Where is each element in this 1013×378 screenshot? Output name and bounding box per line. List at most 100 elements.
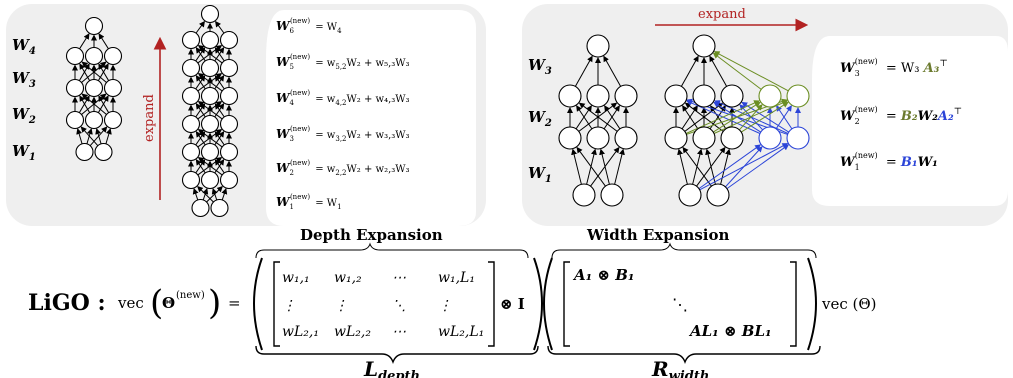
connection	[571, 148, 582, 185]
svg-text:W3: W3	[528, 56, 552, 77]
connection	[197, 101, 223, 120]
connection	[214, 159, 225, 174]
neuron	[65, 78, 85, 98]
connection	[682, 146, 712, 187]
matrix-cell: wL₂,₂	[334, 324, 371, 340]
depth-target-network	[181, 4, 239, 218]
connection	[195, 159, 206, 174]
connection	[197, 45, 223, 64]
neuron	[586, 126, 610, 150]
connection	[76, 128, 83, 144]
neuron	[181, 142, 201, 162]
neuron	[219, 142, 239, 162]
depth-matrix: w₁,₁ w₁,₂ ⋯ w₁,L₁ ⋮ ⋮ ⋱ ⋮ wL₂,₁ wL₂,₂ ⋯ wL₂,L₁	[282, 270, 484, 340]
neuron	[75, 142, 94, 162]
connection	[79, 33, 90, 50]
new-neuron-blue	[786, 126, 810, 150]
depth-formula-box	[266, 10, 476, 226]
svg-text:W2: W2	[12, 105, 36, 126]
connection	[197, 73, 223, 92]
neuron	[586, 34, 610, 58]
connection	[81, 93, 107, 115]
connection	[776, 105, 793, 130]
neuron	[614, 126, 638, 150]
neuron	[558, 84, 582, 108]
neuron	[692, 34, 716, 58]
svg-text:(: (	[150, 283, 163, 323]
equation-lhs: vec ( Θ (new) ) =	[117, 283, 241, 323]
svg-text:Θ: Θ	[162, 294, 175, 312]
matrix-cell: ⋮	[438, 298, 452, 314]
connection	[684, 102, 724, 132]
connection	[211, 188, 218, 201]
connection	[98, 33, 109, 50]
neuron	[94, 142, 113, 162]
matrix-cell: ⋱	[392, 298, 406, 314]
neuron	[200, 86, 220, 106]
neuron	[200, 58, 220, 78]
neuron	[200, 170, 220, 190]
neuron	[586, 84, 610, 108]
connection	[709, 55, 728, 87]
neuron	[200, 142, 220, 162]
matrix-cell: ⋮	[282, 298, 296, 314]
neuron	[219, 114, 239, 134]
connection	[698, 144, 762, 190]
width-layer-labels: W3 W2 W1	[528, 56, 552, 185]
neuron	[678, 183, 702, 207]
svg-text:W2: W2	[528, 108, 552, 129]
connection	[576, 146, 606, 187]
neuron	[181, 170, 201, 190]
connection	[682, 105, 699, 130]
neuron	[181, 58, 201, 78]
connection	[214, 47, 225, 62]
connection	[79, 95, 91, 113]
neuron	[181, 114, 201, 134]
connection	[195, 103, 206, 118]
connection	[215, 20, 225, 34]
connection	[105, 128, 112, 144]
connection	[195, 131, 206, 146]
connection	[214, 131, 225, 146]
matrix-cell: ⋮	[334, 298, 348, 314]
neuron	[219, 58, 239, 78]
ldepth-left-paren	[253, 257, 263, 351]
neuron	[706, 183, 730, 207]
neuron	[692, 84, 716, 108]
neuron	[200, 30, 220, 50]
connection	[192, 188, 199, 201]
connection	[713, 101, 761, 133]
neuron	[219, 86, 239, 106]
neuron	[103, 110, 123, 130]
connection	[599, 148, 610, 185]
neuron	[200, 114, 220, 134]
neuron	[191, 198, 210, 218]
svg-text:): )	[208, 283, 221, 323]
kron-first: A₁ ⊗ B₁	[572, 266, 634, 284]
kron-left-bracket	[563, 261, 570, 347]
connection	[576, 105, 593, 130]
neuron	[558, 126, 582, 150]
connection	[95, 128, 102, 144]
neuron	[65, 46, 85, 66]
rwidth-label: Rwidth	[651, 357, 709, 378]
depth-source-network	[65, 16, 123, 162]
neuron	[664, 84, 688, 108]
connection	[98, 63, 110, 81]
connection	[677, 148, 688, 185]
connection	[214, 75, 225, 90]
connection	[98, 95, 110, 113]
kron-dots: ⋱	[672, 295, 688, 314]
svg-text:W3: W3	[12, 69, 36, 90]
ldepth-label: Ldepth	[363, 357, 420, 378]
connection	[713, 51, 789, 92]
depth-formulas: W6(new) = W4 W5(new) = w5,2W₂ + w₅,₃W₃ W4(…	[276, 17, 410, 211]
connection	[197, 129, 223, 148]
connection	[680, 55, 699, 87]
connection	[604, 105, 621, 130]
connection	[603, 55, 622, 87]
depth-formula-5: W5(new) = w5,2W₂ + w₅,₃W₃	[276, 53, 410, 71]
neuron	[219, 30, 239, 50]
neuron	[572, 183, 596, 207]
